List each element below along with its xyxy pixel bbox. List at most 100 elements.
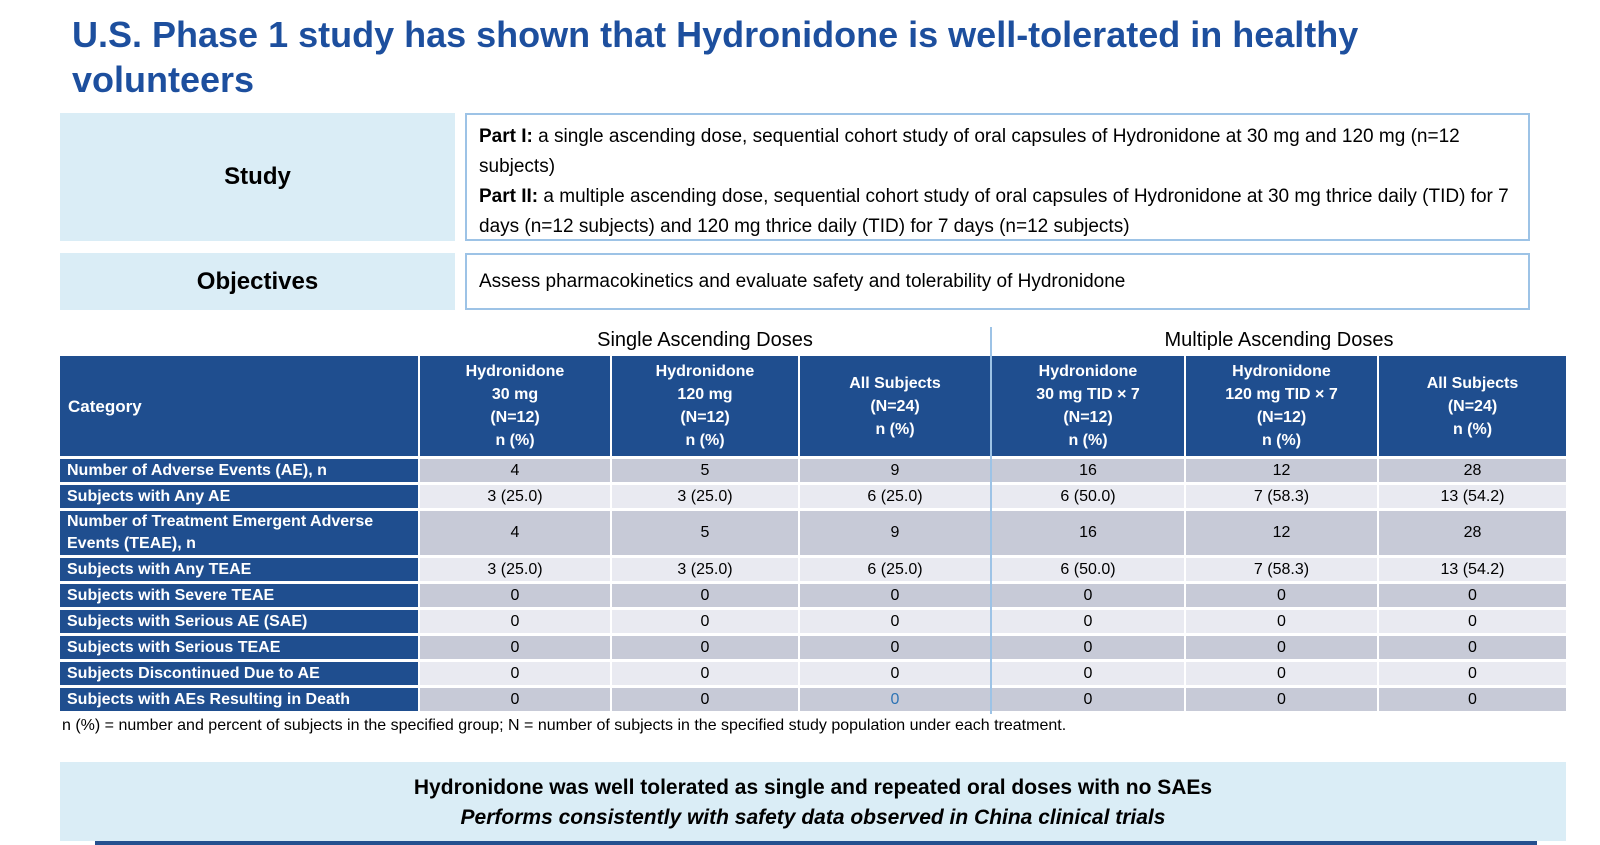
- study-part2: Part II: a multiple ascending dose, sequ…: [479, 182, 1516, 242]
- header-line: Hydronidone: [465, 363, 565, 380]
- header-line: Hydronidone: [1232, 363, 1331, 380]
- objectives-text: Assess pharmacokinetics and evaluate saf…: [479, 270, 1126, 292]
- objectives-label-cell: Objectives: [60, 253, 455, 310]
- table-cell: 0: [1186, 688, 1377, 711]
- table-cell: 0: [992, 610, 1184, 633]
- table-cell: 0: [1379, 662, 1566, 685]
- table-cell: 0: [1186, 662, 1377, 685]
- table-cell: 0: [612, 610, 798, 633]
- table-cell: 12: [1186, 511, 1377, 555]
- table-cell: 0: [612, 688, 798, 711]
- study-part2-label: Part II:: [479, 186, 539, 207]
- table-cell: 3 (25.0): [612, 558, 798, 581]
- header-line: (N=24): [870, 397, 920, 415]
- table-row: Subjects with Serious AE (SAE) 0 0 0 0 0 0: [60, 610, 1566, 633]
- row-category-label: Number of Adverse Events (AE), n: [60, 459, 418, 482]
- table-cell: 0: [800, 688, 990, 711]
- table-row: Number of Adverse Events (AE), n 4 5 9 16 12 2…: [60, 459, 1566, 482]
- table-cell: 0: [420, 688, 610, 711]
- table-cell: 6 (50.0): [992, 485, 1184, 508]
- table-cell: 28: [1379, 511, 1566, 555]
- table-row: Subjects with Severe TEAE 0 0 0 0 0 0: [60, 584, 1566, 607]
- table-cell: 0: [420, 610, 610, 633]
- row-category-label: Subjects with Any TEAE: [60, 558, 418, 581]
- header-line: (N=24): [1447, 397, 1498, 415]
- table-cell: 9: [800, 511, 990, 555]
- header-line: 30 mg TID × 7: [1036, 386, 1140, 403]
- header-line: (N=12): [490, 409, 540, 426]
- table-row: Number of Treatment Emergent Adverse Eve…: [60, 511, 1566, 555]
- table-row: Subjects with Any AE 3 (25.0) 3 (25.0) 6 (2…: [60, 485, 1566, 508]
- header-line: All Subjects: [1426, 374, 1519, 392]
- table-cell: 0: [992, 636, 1184, 659]
- slide-title: U.S. Phase 1 study has shown that Hydron…: [72, 14, 1359, 100]
- table-row: Subjects with AEs Resulting in Death 0 0 0 0…: [60, 688, 1566, 711]
- column-header-row: Category Hydronidone 30 mg (N=12) n (%) Hydr…: [60, 356, 1566, 456]
- dose-column-header: All Subjects (N=24) n (%): [1379, 356, 1566, 456]
- table-cell: 0: [800, 636, 990, 659]
- table-cell: 0: [1186, 584, 1377, 607]
- category-column-header: Category: [60, 356, 418, 456]
- table-cell: 0: [800, 584, 990, 607]
- header-line: 120 mg TID × 7: [1225, 386, 1338, 403]
- header-line: (N=12): [1063, 409, 1113, 426]
- bottom-accent-bar: [95, 841, 1537, 845]
- table-cell: 0: [1379, 688, 1566, 711]
- table-cell: 16: [992, 459, 1184, 482]
- header-line: n (%): [1452, 420, 1493, 438]
- table-cell: 4: [420, 459, 610, 482]
- table-cell: 0: [800, 662, 990, 685]
- table-cell: 0: [992, 584, 1184, 607]
- conclusion-banner: Hydronidone was well tolerated as single…: [60, 762, 1566, 841]
- objectives-description-box: Assess pharmacokinetics and evaluate saf…: [465, 253, 1530, 310]
- header-line: n (%): [875, 420, 915, 438]
- dose-column-header: Hydronidone 120 mg (N=12) n (%): [612, 356, 798, 456]
- table-cell: 28: [1379, 459, 1566, 482]
- row-category-label: Number of Treatment Emergent Adverse Eve…: [60, 511, 418, 555]
- study-part1-label: Part I:: [479, 126, 533, 147]
- table-cell: 0: [1379, 584, 1566, 607]
- dose-column-header: All Subjects (N=24) n (%): [800, 356, 990, 456]
- table-cell: 5: [612, 459, 798, 482]
- dose-group-header-row: Single Ascending Doses Multiple Ascendin…: [60, 325, 1566, 356]
- study-overview-table: Study Part I: a single ascending dose, s…: [60, 113, 1530, 322]
- study-part1-text: a single ascending dose, sequential coho…: [479, 126, 1460, 177]
- table-cell: 13 (54.2): [1379, 485, 1566, 508]
- header-line: 30 mg: [491, 386, 539, 403]
- table-cell: 7 (58.3): [1186, 558, 1377, 581]
- header-line: (N=12): [680, 409, 730, 426]
- objectives-row: Objectives Assess pharmacokinetics and e…: [60, 253, 1530, 310]
- table-cell: 7 (58.3): [1186, 485, 1377, 508]
- single-ascending-doses-header: Single Ascending Doses: [597, 329, 813, 351]
- table-cell: 0: [1379, 610, 1566, 633]
- dose-column-header: Hydronidone 30 mg (N=12) n (%): [420, 356, 610, 456]
- conclusion-line2: Performs consistently with safety data o…: [460, 806, 1166, 829]
- table-cell: 0: [992, 662, 1184, 685]
- table-cell: 0: [612, 636, 798, 659]
- table-cell: 0: [1186, 636, 1377, 659]
- multiple-ascending-doses-header: Multiple Ascending Doses: [1164, 329, 1394, 351]
- table-cell: 0: [420, 584, 610, 607]
- table-row: Subjects with Serious TEAE 0 0 0 0 0 0: [60, 636, 1566, 659]
- table-cell: 4: [420, 511, 610, 555]
- safety-results-table: Single Ascending Doses Multiple Ascendin…: [60, 325, 1566, 714]
- table-cell: 12: [1186, 459, 1377, 482]
- table-cell: 9: [800, 459, 990, 482]
- row-category-label: Subjects with Severe TEAE: [60, 584, 418, 607]
- table-cell: 6 (50.0): [992, 558, 1184, 581]
- table-cell: 0: [612, 662, 798, 685]
- header-line: (N=12): [1256, 409, 1307, 426]
- table-cell: 3 (25.0): [612, 485, 798, 508]
- dose-column-header: Hydronidone 120 mg TID × 7 (N=12) n (%): [1186, 356, 1377, 456]
- study-description-box: Part I: a single ascending dose, sequent…: [465, 113, 1530, 241]
- header-line: n (%): [685, 432, 725, 449]
- table-footnote: n (%) = number and percent of subjects i…: [62, 717, 1067, 734]
- table-row: Subjects Discontinued Due to AE 0 0 0 0 0 0: [60, 662, 1566, 685]
- row-category-label: Subjects with AEs Resulting in Death: [60, 688, 418, 711]
- row-category-label: Subjects with Any AE: [60, 485, 418, 508]
- study-part1: Part I: a single ascending dose, sequent…: [479, 122, 1516, 182]
- row-category-label: Subjects Discontinued Due to AE: [60, 662, 418, 685]
- row-category-label: Subjects with Serious AE (SAE): [60, 610, 418, 633]
- table-cell: 6 (25.0): [800, 485, 990, 508]
